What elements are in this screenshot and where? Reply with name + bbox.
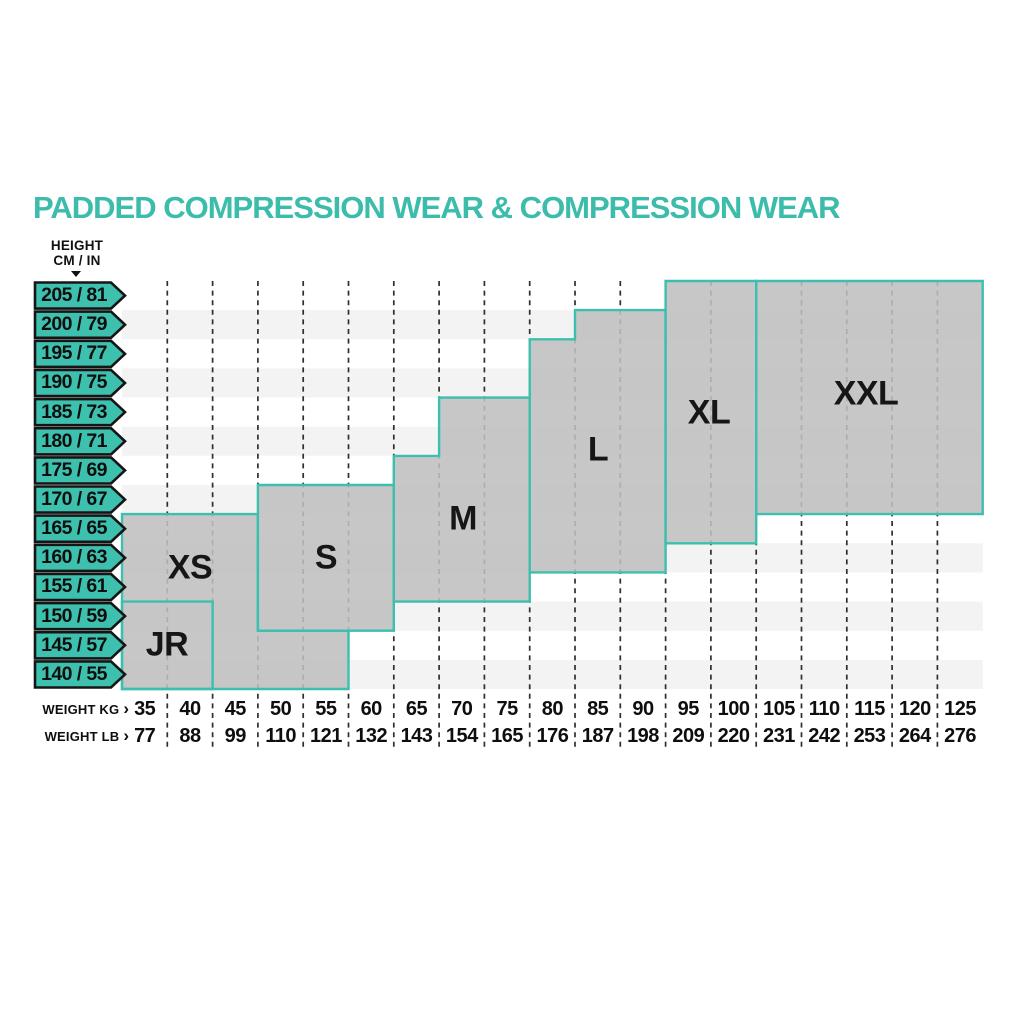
- height-tick-label: 160 / 63: [41, 546, 107, 569]
- weight-kg-tick: 45: [224, 698, 247, 720]
- weight-kg-tick: 95: [677, 698, 700, 720]
- height-tick-label: 140 / 55: [41, 662, 107, 685]
- weight-lb-tick: 276: [944, 725, 977, 747]
- weight-lb-axis-label: WEIGHT LB ›: [25, 726, 129, 745]
- size-label-xs: XS: [167, 548, 213, 587]
- height-axis-label-line2: CM / IN: [53, 252, 101, 268]
- weight-lb-tick: 154: [445, 725, 478, 747]
- height-arrow: [33, 660, 127, 689]
- height-tick-label: 180 / 71: [41, 429, 107, 452]
- weight-kg-tick: 100: [717, 698, 750, 720]
- weight-lb-tick: 264: [898, 725, 931, 747]
- weight-kg-tick: 75: [496, 698, 518, 720]
- weight-kg-tick: 50: [269, 698, 292, 720]
- height-arrow: [33, 456, 127, 485]
- height-arrows: [33, 281, 127, 689]
- weight-lb-tick: 198: [627, 725, 659, 747]
- height-axis-header: HEIGHT CM / IN: [32, 238, 122, 268]
- size-region-jr: [120, 600, 214, 691]
- weight-kg-tick: 105: [762, 698, 795, 720]
- height-tick-label: 205 / 81: [41, 284, 107, 306]
- weight-kg-tick: 120: [898, 698, 931, 720]
- weight-lb-tick: 88: [179, 725, 201, 747]
- weight-lb-tick: 143: [400, 725, 433, 747]
- weight-lb-tick: 231: [762, 725, 795, 747]
- weight-kg-tick: 115: [854, 698, 885, 720]
- weight-lb-tick: 242: [808, 725, 841, 747]
- weight-lb-tick: 99: [224, 725, 247, 747]
- height-arrow: [33, 310, 127, 340]
- size-label-m: M: [449, 499, 477, 538]
- weight-kg-tick: 125: [944, 698, 977, 720]
- size-region-s: [256, 483, 395, 632]
- height-arrow: [33, 601, 127, 631]
- height-arrow: [33, 543, 127, 573]
- height-tick-label: 145 / 57: [41, 633, 107, 656]
- weight-lb-tick: 121: [309, 725, 342, 747]
- size-region-xxl: [755, 279, 984, 516]
- height-tick-label: 185 / 73: [41, 400, 107, 423]
- height-tick-label: 165 / 65: [41, 517, 107, 540]
- height-arrow: [33, 281, 127, 310]
- height-tick-label: 170 / 67: [41, 488, 107, 510]
- weight-kg-axis-label: WEIGHT KG ›: [25, 699, 129, 718]
- height-arrow: [33, 572, 127, 602]
- height-tick-label: 195 / 77: [41, 342, 107, 365]
- weight-kg-tick: 85: [587, 698, 609, 720]
- weight-lb-tick: 253: [853, 725, 886, 747]
- weight-lb-tick: 110: [265, 725, 296, 747]
- weight-lb-tick: 77: [134, 725, 156, 747]
- weight-lb-tick: 187: [581, 725, 614, 747]
- weight-lb-tick: 165: [491, 725, 524, 747]
- height-arrow: [33, 426, 127, 456]
- weight-lb-tick: 132: [355, 725, 388, 747]
- size-region-xl: [664, 279, 758, 545]
- weight-kg-tick: 70: [451, 698, 473, 720]
- page-title: PADDED COMPRESSION WEAR & COMPRESSION WE…: [33, 190, 841, 225]
- weight-kg-tick: 65: [405, 698, 428, 720]
- height-tick-label: 190 / 75: [41, 371, 107, 394]
- weight-kg-tick: 90: [632, 698, 654, 720]
- height-arrow: [33, 630, 127, 660]
- size-label-jr: JR: [145, 625, 189, 664]
- weight-lb-tick: 176: [536, 725, 569, 747]
- weight-kg-tick: 60: [360, 698, 383, 720]
- weight-lb-label: WEIGHT LB: [44, 728, 120, 744]
- weight-kg-label: WEIGHT KG: [42, 701, 120, 717]
- chevron-right-icon: ›: [123, 726, 129, 745]
- weight-kg-tick: 35: [134, 698, 156, 720]
- chevron-right-icon: ›: [123, 699, 129, 718]
- height-tick-label: 150 / 59: [41, 604, 107, 627]
- weight-kg-tick: 40: [179, 698, 201, 720]
- weight-lb-tick: 220: [717, 725, 750, 747]
- size-label-l: L: [587, 430, 609, 469]
- height-arrow: [33, 368, 127, 398]
- height-tick-label: 175 / 69: [41, 458, 107, 481]
- size-label-xxl: XXL: [833, 374, 899, 413]
- size-label-xl: XL: [687, 393, 731, 432]
- height-tick-label: 155 / 61: [41, 575, 107, 598]
- weight-kg-tick: 80: [541, 698, 564, 720]
- size-regions: [120, 279, 984, 691]
- size-label-s: S: [314, 538, 338, 577]
- weight-kg-tick: 55: [315, 698, 337, 720]
- weight-lb-tick: 209: [672, 725, 705, 747]
- height-arrow: [33, 485, 127, 514]
- height-arrow: [33, 339, 127, 369]
- height-axis-label-line1: HEIGHT: [50, 238, 104, 253]
- arrow-down-icon: [71, 271, 81, 277]
- weight-kg-tick: 110: [808, 698, 840, 720]
- height-tick-label: 200 / 79: [41, 313, 107, 336]
- height-arrow: [33, 397, 127, 427]
- height-arrow: [33, 514, 127, 544]
